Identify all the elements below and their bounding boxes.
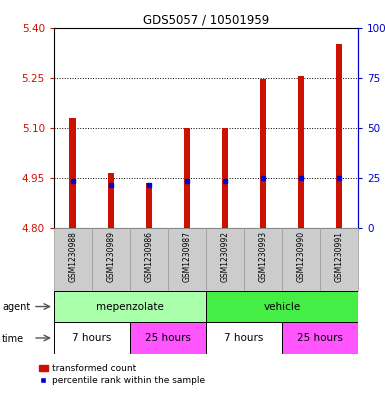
Text: GSM1230991: GSM1230991	[335, 231, 343, 282]
Text: 25 hours: 25 hours	[145, 333, 191, 343]
Bar	[168, 228, 206, 291]
Text: GSM1230990: GSM1230990	[296, 231, 306, 282]
Bar	[259, 79, 266, 228]
Bar	[54, 322, 130, 354]
Bar	[282, 322, 358, 354]
Text: GSM1230992: GSM1230992	[221, 231, 229, 282]
Text: 7 hours: 7 hours	[224, 333, 264, 343]
Text: GSM1230987: GSM1230987	[182, 231, 191, 282]
Text: GSM1230988: GSM1230988	[69, 231, 77, 282]
Bar	[69, 118, 76, 228]
Bar	[54, 291, 206, 322]
Bar	[221, 128, 228, 228]
Text: GSM1230989: GSM1230989	[106, 231, 115, 282]
Bar	[107, 173, 114, 228]
Text: 7 hours: 7 hours	[72, 333, 112, 343]
Text: agent: agent	[2, 302, 30, 312]
Bar	[244, 228, 282, 291]
Bar	[336, 44, 343, 228]
Bar	[130, 322, 206, 354]
Text: vehicle: vehicle	[263, 301, 301, 312]
Text: GSM1230993: GSM1230993	[258, 231, 268, 282]
Bar	[146, 183, 152, 228]
Text: 25 hours: 25 hours	[297, 333, 343, 343]
Bar	[92, 228, 130, 291]
Bar	[298, 76, 305, 228]
Bar	[130, 228, 168, 291]
Bar	[320, 228, 358, 291]
Text: mepenzolate: mepenzolate	[96, 301, 164, 312]
Title: GDS5057 / 10501959: GDS5057 / 10501959	[143, 13, 269, 26]
Bar	[206, 291, 358, 322]
Text: GSM1230986: GSM1230986	[144, 231, 154, 282]
Bar	[54, 228, 92, 291]
Legend: transformed count, percentile rank within the sample: transformed count, percentile rank withi…	[35, 360, 208, 389]
Bar	[206, 228, 244, 291]
Bar	[184, 128, 191, 228]
Bar	[206, 322, 282, 354]
Text: time: time	[2, 334, 24, 344]
Bar	[282, 228, 320, 291]
